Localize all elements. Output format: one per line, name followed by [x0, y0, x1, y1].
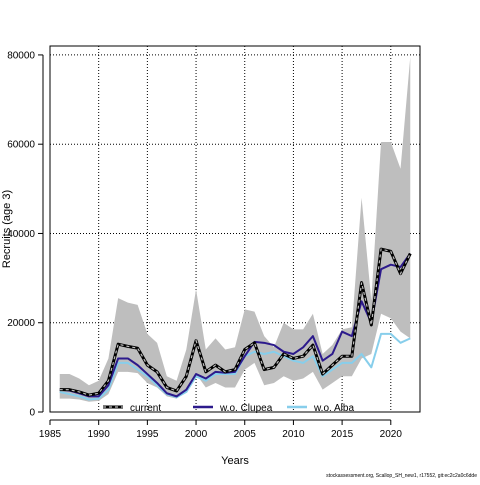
x-axis-label: Years	[221, 455, 249, 467]
y-tick-label-40000: 40000	[7, 229, 35, 240]
x-tick-label-2005: 2005	[234, 429, 257, 440]
x-tick-label-1995: 1995	[136, 429, 159, 440]
legend-label-w-o-alba: w.o. Alba	[313, 403, 354, 414]
x-tick-label-2015: 2015	[331, 429, 354, 440]
legend: current w.o. Clupea w.o. Alba	[103, 403, 354, 414]
axes: 1985 1990 1995 2000 2005 2010 2015 2020 0 20000 40…	[7, 50, 402, 440]
x-tick-label-1985: 1985	[39, 429, 62, 440]
y-tick-label-0: 0	[29, 408, 35, 419]
x-tick-label-1990: 1990	[88, 429, 111, 440]
x-tick-label-2020: 2020	[380, 429, 403, 440]
series-line-current-dash	[59, 248, 411, 396]
legend-label-current: current	[130, 403, 161, 414]
series-line-w-o-alba	[59, 332, 411, 401]
series-lines	[59, 247, 412, 401]
series-line-w-o-clupea	[59, 252, 412, 398]
x-tick-label-2010: 2010	[282, 429, 305, 440]
footer-credit: stockassessment.org, Scallop_SH_new1, r1…	[326, 473, 477, 479]
y-tick-label-80000: 80000	[7, 50, 35, 61]
plot-frame	[49, 45, 421, 413]
y-tick-label-20000: 20000	[7, 318, 35, 329]
y-tick-label-60000: 60000	[7, 140, 35, 151]
y-axis-label: Recruits (age 3)	[1, 190, 13, 268]
legend-label-w-o-clupea: w.o. Clupea	[219, 403, 273, 414]
x-tick-label-2000: 2000	[185, 429, 208, 440]
